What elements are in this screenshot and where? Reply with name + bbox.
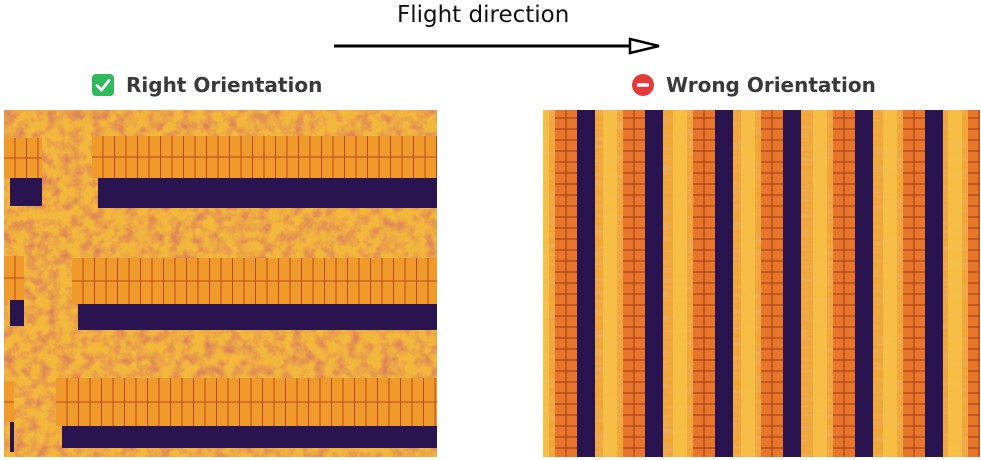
panel-row-shadow bbox=[10, 300, 24, 326]
panel-row-shadow bbox=[62, 426, 437, 448]
wrong-orientation-thermal-image bbox=[543, 110, 980, 457]
flight-direction-label: Flight direction bbox=[397, 2, 570, 28]
no-entry-icon bbox=[632, 74, 654, 96]
panel-column-shadow bbox=[715, 110, 733, 457]
right-orientation-thermal-image bbox=[4, 110, 437, 457]
ground-strip bbox=[603, 110, 617, 457]
panel-column-shadow bbox=[855, 110, 873, 457]
panel-column-shadow bbox=[783, 110, 801, 457]
panel-row-shadow bbox=[78, 304, 437, 330]
panel-row-shadow bbox=[10, 178, 42, 206]
ground-strip bbox=[673, 110, 687, 457]
ground-strip bbox=[741, 110, 755, 457]
panel-row-shadow bbox=[98, 178, 437, 208]
wrong-orientation-title: Wrong Orientation bbox=[666, 73, 876, 97]
ground-strip bbox=[813, 110, 827, 457]
panel-column-shadow bbox=[645, 110, 663, 457]
flight-direction-arrow bbox=[334, 37, 660, 55]
right-orientation-caption: Right Orientation bbox=[92, 70, 322, 100]
ground-strip bbox=[543, 110, 549, 457]
panel-row-shadow bbox=[10, 422, 14, 452]
panel-column-shadow bbox=[577, 110, 595, 457]
wrong-orientation-caption: Wrong Orientation bbox=[632, 70, 876, 100]
right-orientation-title: Right Orientation bbox=[126, 73, 323, 97]
panel-column-shadow bbox=[925, 110, 943, 457]
ground-strip bbox=[883, 110, 897, 457]
ground-strip bbox=[948, 110, 962, 457]
check-icon bbox=[92, 74, 114, 96]
